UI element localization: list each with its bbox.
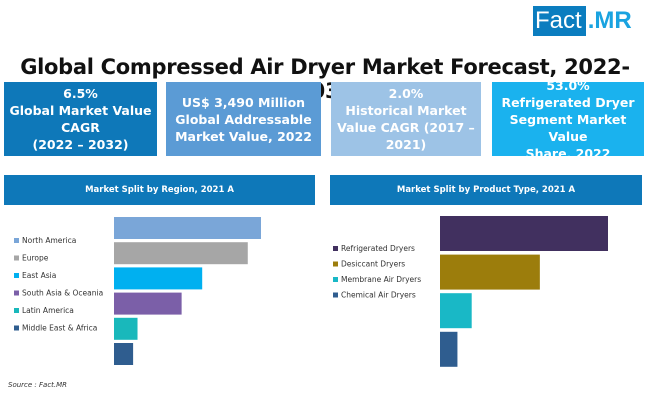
legend-swatch-icon (333, 292, 338, 298)
legend-label: Chemical Air Dryers (341, 291, 416, 300)
product-chart-title: Market Split by Product Type, 2021 A (330, 175, 642, 205)
region-chart-title: Market Split by Region, 2021 A (4, 175, 315, 205)
legend-swatch-icon (333, 246, 338, 251)
kpi-text: 53.0% Refrigerated Dryer Segment Market … (501, 77, 635, 161)
kpi-card-cagr: 6.5% Global Market Value CAGR (2022 – 20… (4, 82, 157, 156)
product-bar-refrigerated-dryers (440, 216, 608, 251)
product-bar-membrane-air-dryers (440, 293, 472, 329)
legend-label: Refrigerated Dryers (341, 244, 415, 253)
legend-swatch-icon (14, 255, 19, 261)
legend-swatch-icon (14, 308, 19, 313)
kpi-card-refrigerated-share: 53.0% Refrigerated Dryer Segment Market … (492, 78, 644, 161)
legend-swatch-icon (14, 325, 19, 331)
legend-label: Desiccant Dryers (341, 260, 405, 269)
kpi-text: 6.5% Global Market Value CAGR (2022 – 20… (9, 86, 152, 152)
logo-mr: .MR (587, 7, 632, 34)
product-bar-chemical-air-dryers (440, 331, 458, 367)
product-bar-desiccant-dryers (440, 254, 540, 290)
region-bar-europe (114, 242, 248, 265)
region-bar-middle-east-africa (114, 343, 134, 365)
region-bar-south-asia-oceania (114, 292, 182, 315)
legend-swatch-icon (14, 273, 19, 278)
region-bar-north-america (114, 217, 261, 239)
region-bar-east-asia (114, 267, 203, 290)
legend-label: Latin America (22, 306, 74, 315)
legend-label: Middle East & Africa (22, 324, 97, 333)
kpi-card-market-value: US$ 3,490 Million Global Addressable Mar… (166, 82, 321, 156)
factmr-logo: Fact .MR (533, 6, 632, 36)
kpi-text: US$ 3,490 Million Global Addressable Mar… (175, 94, 312, 144)
legend-swatch-icon (333, 261, 338, 267)
kpi-text: 2.0% Historical Market Value CAGR (2017 … (337, 86, 475, 152)
legend-label: Europe (22, 254, 49, 263)
legend-swatch-icon (333, 277, 338, 282)
legend-swatch-icon (14, 238, 19, 243)
legend-label: Membrane Air Dryers (341, 275, 421, 284)
legend-swatch-icon (14, 290, 19, 296)
source-note: Source : Fact.MR (8, 381, 68, 389)
region-bar-latin-america (114, 317, 138, 340)
logo-fact: Fact (533, 6, 586, 36)
kpi-card-historical-cagr: 2.0% Historical Market Value CAGR (2017 … (331, 82, 481, 156)
legend-label: North America (22, 236, 76, 245)
legend-label: East Asia (22, 271, 56, 280)
legend-label: South Asia & Oceania (22, 289, 103, 298)
